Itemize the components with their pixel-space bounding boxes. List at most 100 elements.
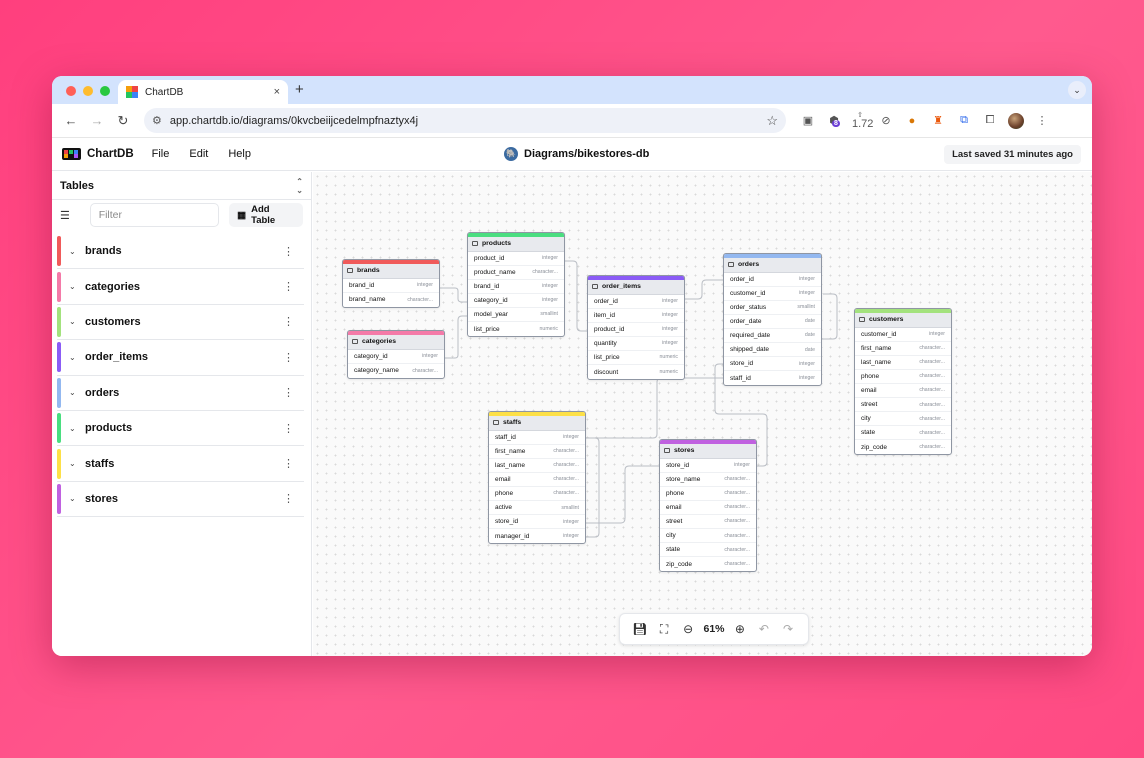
entity-field-row[interactable]: street character... <box>660 515 756 529</box>
entity-field-row[interactable]: order_date date <box>724 315 821 329</box>
menu-file[interactable]: File <box>151 148 170 160</box>
entity-field-row[interactable]: store_name character... <box>660 473 756 487</box>
entity-field-row[interactable]: shipped_date date <box>724 343 821 358</box>
entity-field-row[interactable]: phone character... <box>489 487 585 501</box>
chevron-down-icon[interactable]: ⌄ <box>69 352 76 362</box>
entity-field-row[interactable]: email character... <box>489 473 585 487</box>
entity-header[interactable]: customers <box>855 312 951 328</box>
entity-order-items[interactable]: order_items order_id integer item_id integer… <box>587 275 685 381</box>
entity-field-row[interactable]: product_id integer <box>468 252 564 266</box>
more-options-icon[interactable]: ⋮ <box>283 458 294 471</box>
sidebar-item-orders[interactable]: ⌄ orders ⋮ <box>57 376 304 411</box>
entity-field-row[interactable]: customer_id integer <box>724 287 821 301</box>
sidebar-item-order-items[interactable]: ⌄ order_items ⋮ <box>57 340 304 376</box>
site-settings-icon[interactable]: ⚙ <box>152 115 162 127</box>
sidebar-item-stores[interactable]: ⌄ stores ⋮ <box>57 482 304 518</box>
entity-field-row[interactable]: brand_id integer <box>343 279 439 293</box>
entity-field-row[interactable]: staff_id integer <box>724 371 821 385</box>
more-options-icon[interactable]: ⋮ <box>283 387 294 400</box>
undo-icon[interactable]: ↶ <box>758 622 769 636</box>
more-options-icon[interactable]: ⋮ <box>283 351 294 364</box>
entity-header[interactable]: categories <box>348 334 444 350</box>
chevron-down-icon[interactable]: ⌄ <box>69 317 76 327</box>
entity-header[interactable]: orders <box>724 257 821 273</box>
sidebar-header[interactable]: Tables ⌃ ⌄ <box>52 172 311 200</box>
entity-header[interactable]: stores <box>660 443 756 459</box>
sidebar-item-categories[interactable]: ⌄ categories ⋮ <box>57 269 304 305</box>
entity-header[interactable]: brands <box>343 263 439 279</box>
entity-field-row[interactable]: brand_name character... <box>343 293 439 307</box>
more-options-icon[interactable]: ⋮ <box>283 316 294 329</box>
entity-field-row[interactable]: email character... <box>660 501 756 515</box>
entity-field-row[interactable]: list_price numeric <box>588 351 684 365</box>
tab-search-button[interactable]: ⌄ <box>1068 81 1086 99</box>
chevron-down-icon[interactable]: ⌄ <box>69 494 76 504</box>
robot-extension-icon[interactable]: ♜ <box>933 115 943 127</box>
save-icon[interactable]: 💾︎ <box>632 622 648 636</box>
browser-menu-icon[interactable]: ⋮ <box>1036 115 1048 127</box>
bookmark-star-icon[interactable]: ☆ <box>766 112 778 128</box>
fit-view-icon[interactable]: ⛶ <box>659 621 669 636</box>
close-window-button[interactable] <box>66 86 76 96</box>
puzzle-extension-icon[interactable]: ⧠ <box>985 114 995 126</box>
entity-field-row[interactable]: last_name character... <box>855 356 951 370</box>
entity-field-row[interactable]: category_id integer <box>468 294 564 308</box>
zoom-in-icon[interactable]: ⊕ <box>734 622 745 636</box>
entity-header[interactable]: staffs <box>489 415 585 431</box>
entity-orders[interactable]: orders order_id integer customer_id integer o… <box>723 253 822 387</box>
entity-field-row[interactable]: zip_code character... <box>660 557 756 571</box>
entity-field-row[interactable]: customer_id integer <box>855 328 951 342</box>
tab-chartdb[interactable]: ChartDB × <box>118 80 288 104</box>
chevron-down-icon[interactable]: ⌄ <box>69 459 76 469</box>
cookie-extension-icon[interactable]: ● <box>908 114 916 127</box>
camera-extension-icon[interactable]: ▣ <box>802 115 814 127</box>
zoom-out-icon[interactable]: ⊖ <box>683 622 694 636</box>
entity-field-row[interactable]: product_id integer <box>588 323 684 337</box>
entity-field-row[interactable]: order_id integer <box>588 295 684 309</box>
entity-field-row[interactable]: brand_id integer <box>468 280 564 294</box>
sidebar-item-customers[interactable]: ⌄ customers ⋮ <box>57 305 304 341</box>
translate-extension-icon[interactable]: ⧉ <box>960 114 968 126</box>
list-collapse-icon[interactable]: ☰ <box>60 209 70 222</box>
diagram-canvas[interactable]: brands brand_id integer brand_name character… <box>313 172 1092 656</box>
entity-field-row[interactable]: manager_id integer <box>489 529 585 543</box>
sidebar-item-brands[interactable]: ⌄ brands ⋮ <box>57 234 304 270</box>
redo-icon[interactable]: ↷ <box>782 622 794 636</box>
entity-field-row[interactable]: list_price numeric <box>468 322 564 336</box>
entity-field-row[interactable]: last_name character... <box>489 459 585 473</box>
entity-field-row[interactable]: phone character... <box>855 370 951 384</box>
minimize-window-button[interactable] <box>83 86 93 96</box>
more-options-icon[interactable]: ⋮ <box>283 493 294 506</box>
entity-field-row[interactable]: quantity integer <box>588 337 684 351</box>
entity-field-row[interactable]: phone character... <box>660 487 756 501</box>
diagram-title[interactable]: 🐘 Diagrams/bikestores-db <box>504 147 649 161</box>
entity-field-row[interactable]: order_status smallint <box>724 301 821 315</box>
entity-field-row[interactable]: city character... <box>855 412 951 427</box>
entity-field-row[interactable]: staff_id integer <box>489 431 585 445</box>
entity-stores[interactable]: stores store_id integer store_name character… <box>659 439 757 573</box>
entity-field-row[interactable]: store_id integer <box>724 357 821 372</box>
extension-badge-icon[interactable]: ⬢8 <box>826 114 842 127</box>
entity-field-row[interactable]: order_id integer <box>724 273 821 287</box>
eye-off-extension-icon[interactable]: ⊘ <box>881 115 891 127</box>
entity-field-row[interactable]: category_id integer <box>348 350 444 364</box>
entity-field-row[interactable]: first_name character... <box>489 445 585 459</box>
entity-staffs[interactable]: staffs staff_id integer first_name character… <box>488 411 586 545</box>
chevron-down-icon[interactable]: ⌄ <box>69 423 76 433</box>
entity-field-row[interactable]: store_id integer <box>660 459 756 473</box>
entity-field-row[interactable]: city character... <box>660 529 756 544</box>
entity-field-row[interactable]: category_name character... <box>348 364 444 378</box>
entity-categories[interactable]: categories category_id integer category_nam… <box>347 330 445 379</box>
address-bar[interactable]: ⚙ app.chartdb.io/diagrams/0kvcbeiijcedel… <box>144 108 786 133</box>
entity-field-row[interactable]: zip_code character... <box>855 440 951 454</box>
entity-customers[interactable]: customers customer_id integer first_name cha… <box>854 308 952 456</box>
entity-products[interactable]: products product_id integer product_name cha… <box>467 232 565 338</box>
more-options-icon[interactable]: ⋮ <box>283 281 294 294</box>
entity-field-row[interactable]: store_id integer <box>489 515 585 530</box>
reload-icon[interactable]: ↻ <box>117 112 129 128</box>
entity-field-row[interactable]: product_name character... <box>468 266 564 280</box>
tab-close-icon[interactable]: × <box>273 86 280 98</box>
entity-field-row[interactable]: required_date date <box>724 329 821 343</box>
sidebar-item-staffs[interactable]: ⌄ staffs ⋮ <box>57 446 304 482</box>
more-options-icon[interactable]: ⋮ <box>283 422 294 435</box>
